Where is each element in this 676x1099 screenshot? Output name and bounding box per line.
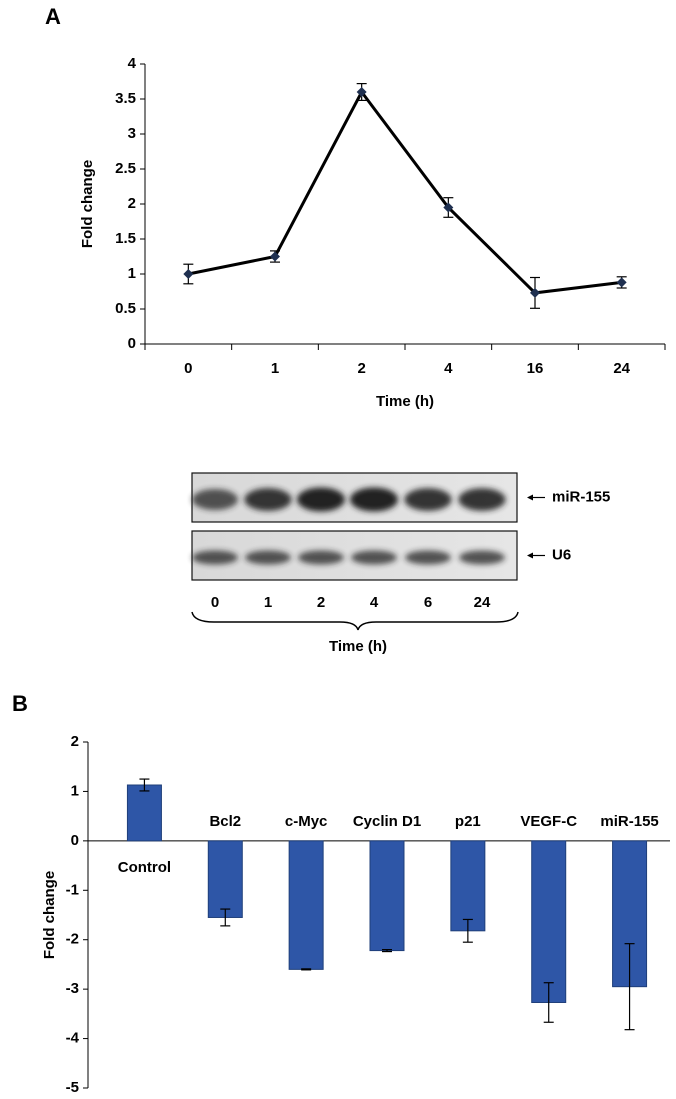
blot-band	[458, 488, 506, 511]
x-tick-label: 0	[184, 360, 192, 377]
x-tick-label: 16	[527, 360, 544, 377]
marker	[616, 277, 627, 288]
brace	[191, 611, 519, 631]
y-tick-label: -3	[66, 980, 79, 997]
blot-band	[244, 488, 292, 511]
blot-band	[298, 550, 344, 565]
bar	[288, 840, 324, 970]
marker	[270, 251, 280, 262]
lane-label: 2	[317, 594, 325, 611]
x-tick-label: Control	[118, 859, 171, 876]
y-tick-label: -4	[66, 1030, 80, 1047]
y-tick-label: 0	[128, 335, 136, 352]
x-tick-label: 4	[444, 360, 453, 377]
blot-band	[192, 489, 238, 510]
panel-label: A	[45, 4, 61, 29]
y-tick-label: 1	[71, 782, 79, 799]
lane-label: 4	[370, 594, 379, 611]
panel-label: B	[12, 691, 28, 716]
bar	[369, 840, 405, 952]
marker	[530, 287, 540, 298]
blot-band	[405, 550, 451, 565]
x-axis-label: Time (h)	[376, 393, 434, 410]
blot-band	[245, 550, 291, 565]
blot-band	[404, 488, 452, 511]
arrow-head	[527, 552, 533, 559]
x-tick-label: p21	[455, 813, 481, 830]
x-tick-label: 2	[357, 360, 365, 377]
blot-band	[351, 550, 397, 565]
y-axis-label: Fold change	[41, 871, 58, 959]
x-tick-label: Cyclin D1	[353, 813, 421, 830]
lane-label: 1	[264, 594, 272, 611]
blot-x-label: Time (h)	[329, 638, 387, 655]
x-tick-label: c-Myc	[285, 813, 328, 830]
bar	[450, 840, 486, 932]
y-tick-label: 3	[128, 125, 136, 142]
x-tick-label: 24	[613, 360, 630, 377]
marker	[443, 202, 454, 213]
blot-band	[350, 487, 398, 512]
blot-row-label: U6	[552, 546, 571, 563]
marker	[356, 87, 367, 97]
y-axis-label: Fold change	[79, 160, 96, 248]
y-tick-label: 3.5	[115, 90, 136, 107]
x-tick-label: Bcl2	[209, 813, 241, 830]
arrow-head	[527, 494, 533, 501]
blot-row-label: miR-155	[552, 488, 610, 505]
blot-band	[192, 550, 238, 565]
bar	[531, 840, 567, 1003]
marker	[183, 269, 194, 279]
y-tick-label: -2	[66, 931, 79, 948]
y-tick-label: -5	[66, 1079, 79, 1096]
y-tick-label: 2.5	[115, 160, 136, 177]
y-tick-label: 2	[128, 195, 136, 212]
y-tick-label: 0	[71, 832, 79, 849]
lane-label: 0	[211, 594, 219, 611]
bar	[126, 784, 162, 842]
y-tick-label: 2	[71, 733, 79, 750]
y-tick-label: 1	[128, 265, 136, 282]
y-tick-label: 4	[128, 55, 137, 72]
x-tick-label: 1	[271, 360, 279, 377]
y-tick-label: -1	[66, 881, 79, 898]
y-tick-label: 1.5	[115, 230, 136, 247]
x-tick-label: miR-155	[600, 813, 658, 830]
data-line	[188, 89, 622, 295]
blot-band	[297, 487, 345, 512]
lane-label: 24	[474, 594, 491, 611]
blot-band	[459, 550, 505, 565]
lane-label: 6	[424, 594, 432, 611]
bar	[207, 840, 243, 918]
x-tick-label: VEGF-C	[520, 813, 577, 830]
y-tick-label: 0.5	[115, 300, 136, 317]
